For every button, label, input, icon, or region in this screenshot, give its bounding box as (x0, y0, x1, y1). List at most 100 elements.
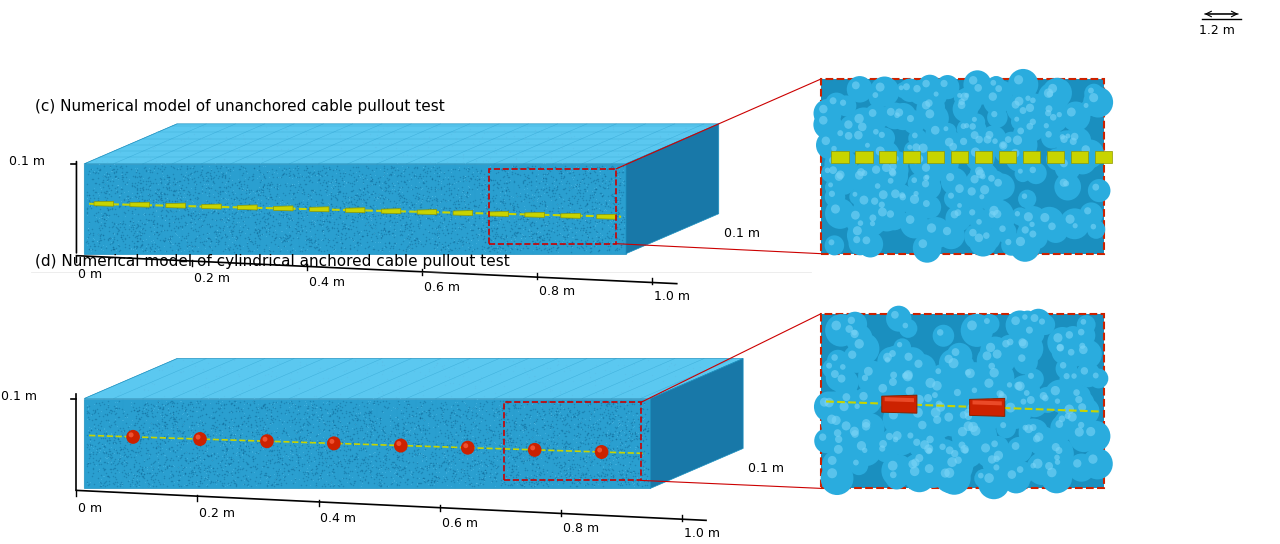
Point (365, 223, 385, 232)
Point (582, 364, 603, 373)
Point (535, 159, 556, 168)
Point (476, 205, 497, 213)
Point (404, 410, 425, 419)
Point (573, 189, 594, 197)
Point (297, 412, 317, 421)
Point (558, 421, 579, 429)
Point (408, 444, 429, 453)
Circle shape (989, 174, 1015, 200)
Point (279, 407, 300, 416)
Point (440, 459, 461, 468)
Point (559, 471, 580, 479)
Point (411, 413, 431, 422)
Point (532, 481, 553, 490)
Point (453, 157, 474, 166)
Point (398, 211, 419, 220)
Point (544, 236, 564, 244)
Point (608, 453, 628, 461)
Point (127, 443, 147, 452)
Point (343, 407, 364, 416)
Point (596, 401, 617, 410)
Point (202, 221, 223, 230)
Point (412, 163, 433, 172)
Point (270, 454, 291, 462)
Point (617, 442, 637, 450)
Point (271, 237, 292, 245)
Point (209, 229, 229, 238)
Point (298, 430, 319, 438)
Point (517, 214, 538, 223)
Point (78, 479, 99, 488)
Point (397, 479, 417, 488)
Point (419, 406, 439, 415)
Point (424, 149, 444, 157)
Point (461, 174, 481, 183)
Point (362, 417, 383, 426)
Point (255, 426, 275, 435)
Point (449, 425, 470, 434)
Point (270, 181, 291, 189)
Point (394, 225, 415, 233)
Point (628, 452, 649, 460)
Point (166, 177, 187, 186)
Point (358, 419, 379, 428)
Point (585, 418, 605, 427)
Point (362, 139, 383, 147)
Point (367, 440, 388, 449)
Point (383, 462, 403, 471)
Circle shape (968, 422, 978, 432)
Point (567, 477, 588, 485)
Point (193, 432, 214, 441)
Point (204, 387, 224, 395)
Point (110, 443, 131, 452)
Point (320, 208, 340, 217)
Point (517, 173, 538, 182)
Point (384, 184, 404, 193)
Point (115, 458, 136, 466)
Point (191, 472, 211, 480)
Point (90, 432, 110, 441)
Point (346, 462, 366, 471)
Point (472, 133, 493, 142)
Point (476, 191, 497, 200)
Point (349, 229, 370, 238)
Point (209, 372, 229, 380)
Point (380, 432, 401, 441)
Point (259, 472, 279, 481)
Point (325, 193, 346, 201)
Point (465, 131, 485, 140)
Point (128, 230, 148, 239)
Point (408, 195, 429, 203)
Point (503, 444, 524, 453)
Point (184, 219, 205, 228)
Point (483, 431, 503, 440)
Point (596, 419, 617, 428)
Point (317, 182, 338, 190)
Point (92, 212, 113, 221)
Circle shape (991, 81, 1014, 103)
Point (474, 472, 494, 481)
Point (308, 418, 329, 426)
Circle shape (923, 80, 929, 88)
Point (257, 403, 278, 411)
Point (339, 179, 360, 188)
Point (559, 406, 580, 415)
Point (175, 219, 196, 227)
Point (216, 243, 237, 252)
Point (390, 209, 411, 218)
Point (170, 165, 191, 174)
Point (301, 195, 321, 203)
Point (547, 410, 567, 418)
Point (618, 426, 639, 435)
Point (115, 468, 136, 477)
Point (360, 233, 380, 242)
Point (333, 439, 353, 448)
Point (256, 478, 276, 487)
Point (466, 403, 486, 412)
Circle shape (916, 158, 943, 186)
Point (248, 225, 269, 233)
Point (543, 203, 563, 212)
Point (529, 438, 549, 447)
Point (183, 444, 204, 453)
Point (509, 450, 530, 459)
